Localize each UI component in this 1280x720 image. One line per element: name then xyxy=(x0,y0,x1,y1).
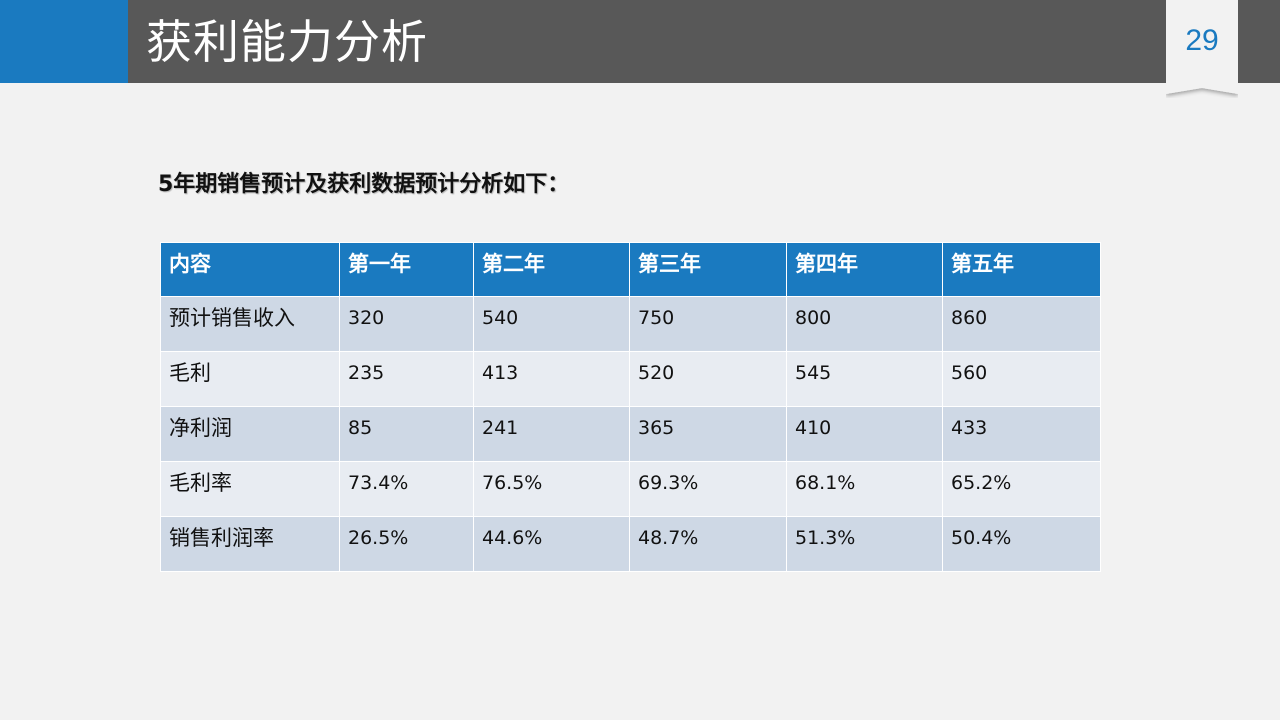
row-label: 毛利 xyxy=(160,351,340,407)
table-cell: 44.6% xyxy=(473,516,630,572)
table-cell: 241 xyxy=(473,406,630,462)
row-label: 预计销售收入 xyxy=(160,296,340,352)
table-cell: 26.5% xyxy=(339,516,474,572)
header-accent-block xyxy=(0,0,128,83)
page-number: 29 xyxy=(1185,24,1219,57)
table-cell: 50.4% xyxy=(942,516,1101,572)
table-cell: 76.5% xyxy=(473,461,630,517)
table-cell: 73.4% xyxy=(339,461,474,517)
table-cell: 545 xyxy=(786,351,943,407)
table-cell: 235 xyxy=(339,351,474,407)
page-number-tab: 29 xyxy=(1166,0,1238,98)
row-label: 销售利润率 xyxy=(160,516,340,572)
table-row-sales-revenue: 预计销售收入 320 540 750 800 860 xyxy=(160,296,1101,352)
table-row-gross-margin: 毛利率 73.4% 76.5% 69.3% 68.1% 65.2% xyxy=(160,461,1101,517)
table-cell: 51.3% xyxy=(786,516,943,572)
table-cell: 860 xyxy=(942,296,1101,352)
table-cell: 800 xyxy=(786,296,943,352)
table-cell: 520 xyxy=(629,351,787,407)
table-cell: 85 xyxy=(339,406,474,462)
column-header-content: 内容 xyxy=(160,242,340,297)
bookmark-tab-shape xyxy=(1166,0,1238,94)
table-row-gross-profit: 毛利 235 413 520 545 560 xyxy=(160,351,1101,407)
table-cell: 540 xyxy=(473,296,630,352)
header-bar xyxy=(0,0,1280,83)
row-label: 净利润 xyxy=(160,406,340,462)
table-cell: 68.1% xyxy=(786,461,943,517)
page-title: 获利能力分析 xyxy=(146,15,428,69)
table-cell: 320 xyxy=(339,296,474,352)
column-header-year-4: 第四年 xyxy=(786,242,943,297)
table-cell: 69.3% xyxy=(629,461,787,517)
table-cell: 365 xyxy=(629,406,787,462)
row-label: 毛利率 xyxy=(160,461,340,517)
table-cell: 410 xyxy=(786,406,943,462)
column-header-year-3: 第三年 xyxy=(629,242,787,297)
table-cell: 433 xyxy=(942,406,1101,462)
column-header-year-1: 第一年 xyxy=(339,242,474,297)
table-intro-text: 5年期销售预计及获利数据预计分析如下： xyxy=(158,172,570,197)
table-cell: 750 xyxy=(629,296,787,352)
table-cell: 560 xyxy=(942,351,1101,407)
table-header-row: 内容 第一年 第二年 第三年 第四年 第五年 xyxy=(160,242,1101,297)
column-header-year-5: 第五年 xyxy=(942,242,1101,297)
table-row-profit-margin: 销售利润率 26.5% 44.6% 48.7% 51.3% 50.4% xyxy=(160,516,1101,572)
financial-forecast-table: 内容 第一年 第二年 第三年 第四年 第五年 预计销售收入 320 540 75… xyxy=(160,242,1101,572)
table-cell: 48.7% xyxy=(629,516,787,572)
column-header-year-2: 第二年 xyxy=(473,242,630,297)
table-row-net-profit: 净利润 85 241 365 410 433 xyxy=(160,406,1101,462)
table-cell: 65.2% xyxy=(942,461,1101,517)
table-cell: 413 xyxy=(473,351,630,407)
